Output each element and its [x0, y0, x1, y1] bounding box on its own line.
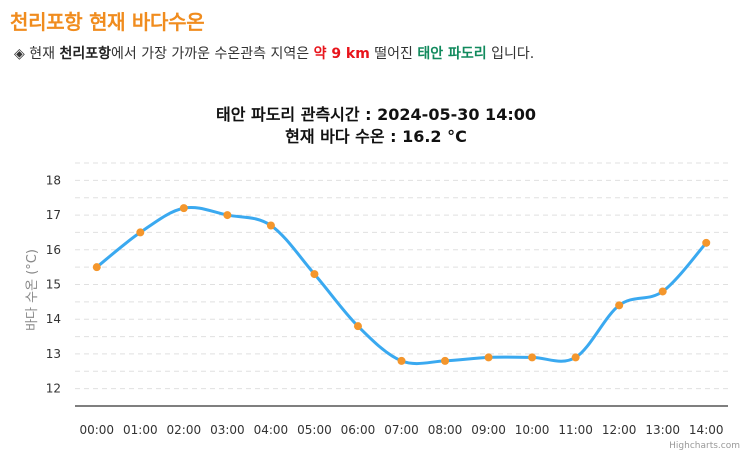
x-axis-labels: 00:00 01:00 02:00 03:00 04:00 05:00 06:00 07:00…: [79, 423, 723, 437]
x-tick-label: 07:00: [384, 423, 419, 437]
x-tick-label: 06:00: [341, 423, 376, 437]
data-point[interactable]: [528, 353, 537, 362]
y-tick-label: 12: [46, 382, 61, 396]
x-tick-label: 09:00: [471, 423, 506, 437]
info-middle: 에서 가장 가까운 수온관측 지역은: [110, 46, 310, 62]
x-tick-label: 12:00: [602, 423, 637, 437]
station-info: ◈ 현재 천리포항에서 가장 가까운 수온관측 지역은 약 9 km 떨어진 태…: [14, 43, 534, 63]
y-tick-label: 14: [46, 312, 61, 326]
data-point[interactable]: [484, 353, 493, 362]
x-tick-label: 05:00: [297, 423, 332, 437]
x-tick-label: 02:00: [167, 423, 202, 437]
data-point[interactable]: [179, 204, 188, 213]
place-name: 천리포항: [59, 46, 111, 62]
info-suffix-1: 떨어진: [374, 46, 413, 62]
data-point[interactable]: [266, 221, 275, 230]
y-tick-label: 16: [46, 243, 61, 257]
info-prefix: 현재: [29, 46, 55, 62]
data-point[interactable]: [136, 228, 145, 237]
data-point[interactable]: [658, 287, 667, 296]
data-point[interactable]: [353, 322, 362, 331]
station-name: 태안 파도리: [417, 46, 487, 62]
data-point[interactable]: [92, 263, 101, 272]
y-tick-label: 18: [46, 173, 61, 187]
data-point[interactable]: [397, 356, 406, 365]
data-point[interactable]: [441, 356, 450, 365]
data-point[interactable]: [702, 238, 711, 247]
x-tick-label: 11:00: [558, 423, 593, 437]
y-tick-label: 15: [46, 278, 61, 292]
chart-title: 태안 파도리 관측시간 : 2024-05-30 14:00: [216, 105, 536, 124]
series-markers: [92, 204, 711, 365]
x-tick-label: 04:00: [254, 423, 289, 437]
page-title: 천리포항 현재 바다수온: [10, 10, 205, 34]
series-line: [95, 205, 708, 366]
data-point[interactable]: [310, 270, 319, 279]
x-tick-label: 10:00: [515, 423, 550, 437]
x-tick-label: 08:00: [428, 423, 463, 437]
x-tick-label: 13:00: [645, 423, 680, 437]
data-point[interactable]: [615, 301, 624, 310]
y-axis-labels: 12 13 14 15 16 17 18: [46, 173, 61, 395]
y-axis-title: 바다 수온 (°C): [25, 249, 40, 331]
chart-credit[interactable]: Highcharts.com: [669, 441, 740, 451]
diamond-bullet-icon: ◈: [14, 46, 25, 62]
info-suffix-2: 입니다.: [491, 46, 535, 62]
data-point[interactable]: [223, 211, 232, 220]
data-point[interactable]: [571, 353, 580, 362]
y-tick-label: 13: [46, 347, 61, 361]
x-tick-label: 00:00: [79, 423, 114, 437]
x-tick-label: 14:00: [689, 423, 724, 437]
x-tick-label: 03:00: [210, 423, 245, 437]
grid-lines: [75, 162, 728, 407]
y-tick-label: 17: [46, 208, 61, 222]
distance-value: 약 9 km: [313, 46, 370, 62]
chart-subtitle: 현재 바다 수온 : 16.2 °C: [285, 127, 467, 146]
x-tick-label: 01:00: [123, 423, 158, 437]
